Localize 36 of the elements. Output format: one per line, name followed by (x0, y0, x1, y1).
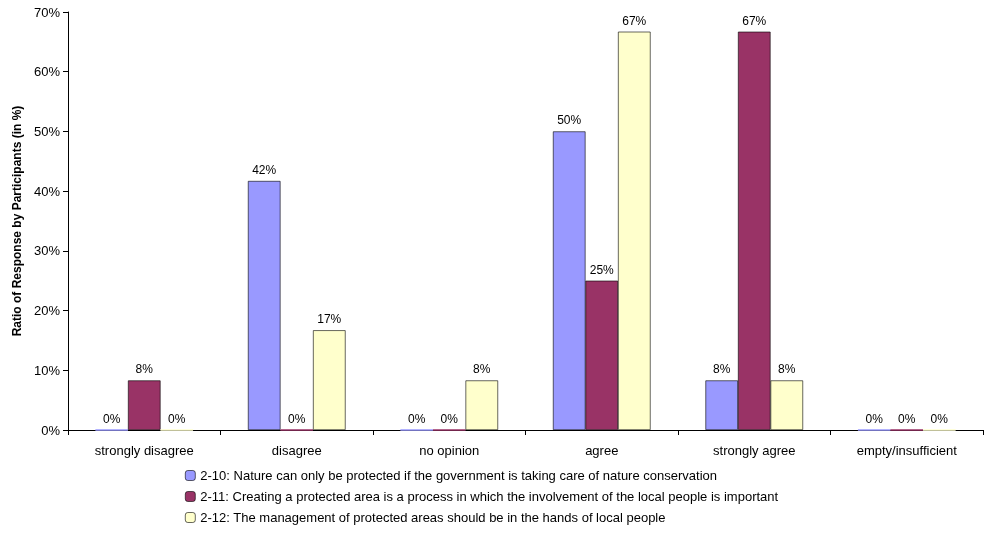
legend-label: 2-12: The management of protected areas should be in the hands of local people (200, 510, 666, 525)
data-label: 50% (557, 113, 582, 128)
y-tick-label: 0% (41, 422, 61, 438)
data-label: 0% (168, 411, 186, 426)
data-label: 8% (713, 362, 731, 377)
y-tick-label: 30% (33, 243, 61, 259)
data-label: 0% (898, 411, 916, 426)
data-label: 8% (135, 362, 154, 377)
data-label: 17% (317, 312, 342, 327)
data-label: 8% (778, 362, 796, 377)
x-tick-label: disagree (271, 443, 322, 458)
data-label: 42% (252, 162, 277, 177)
data-label: 0% (440, 411, 459, 426)
y-axis-title: Ratio of Response by Participants (in %) (10, 105, 25, 337)
x-tick-label: empty/insufficient (856, 443, 958, 458)
data-label: 0% (865, 411, 884, 426)
y-tick-label: 10% (33, 362, 61, 378)
y-tick-label: 40% (33, 183, 61, 199)
data-label: 0% (408, 411, 426, 426)
x-tick-label: agree (585, 443, 619, 458)
y-tick-label: 60% (33, 64, 61, 80)
y-tick-label: 50% (33, 123, 61, 139)
legend-label: 2-10: Nature can only be protected if the government is taking care of nature conservation (200, 468, 717, 483)
data-label: 25% (589, 262, 615, 277)
legend-label: 2-11: Creating a protected area is a process in which the involvement of the local people is important (200, 489, 779, 504)
data-label: 0% (103, 411, 121, 426)
data-label: 0% (930, 411, 949, 426)
x-tick-label: no opinion (419, 443, 480, 458)
x-tick-label: strongly disagree (94, 443, 194, 458)
x-tick-label: strongly agree (713, 443, 796, 458)
data-label: 0% (288, 411, 306, 426)
y-tick-label: 20% (33, 303, 61, 319)
data-label: 67% (742, 13, 767, 28)
y-tick-label: 70% (33, 4, 61, 20)
data-label: 67% (622, 13, 647, 28)
data-label: 8% (473, 362, 491, 377)
